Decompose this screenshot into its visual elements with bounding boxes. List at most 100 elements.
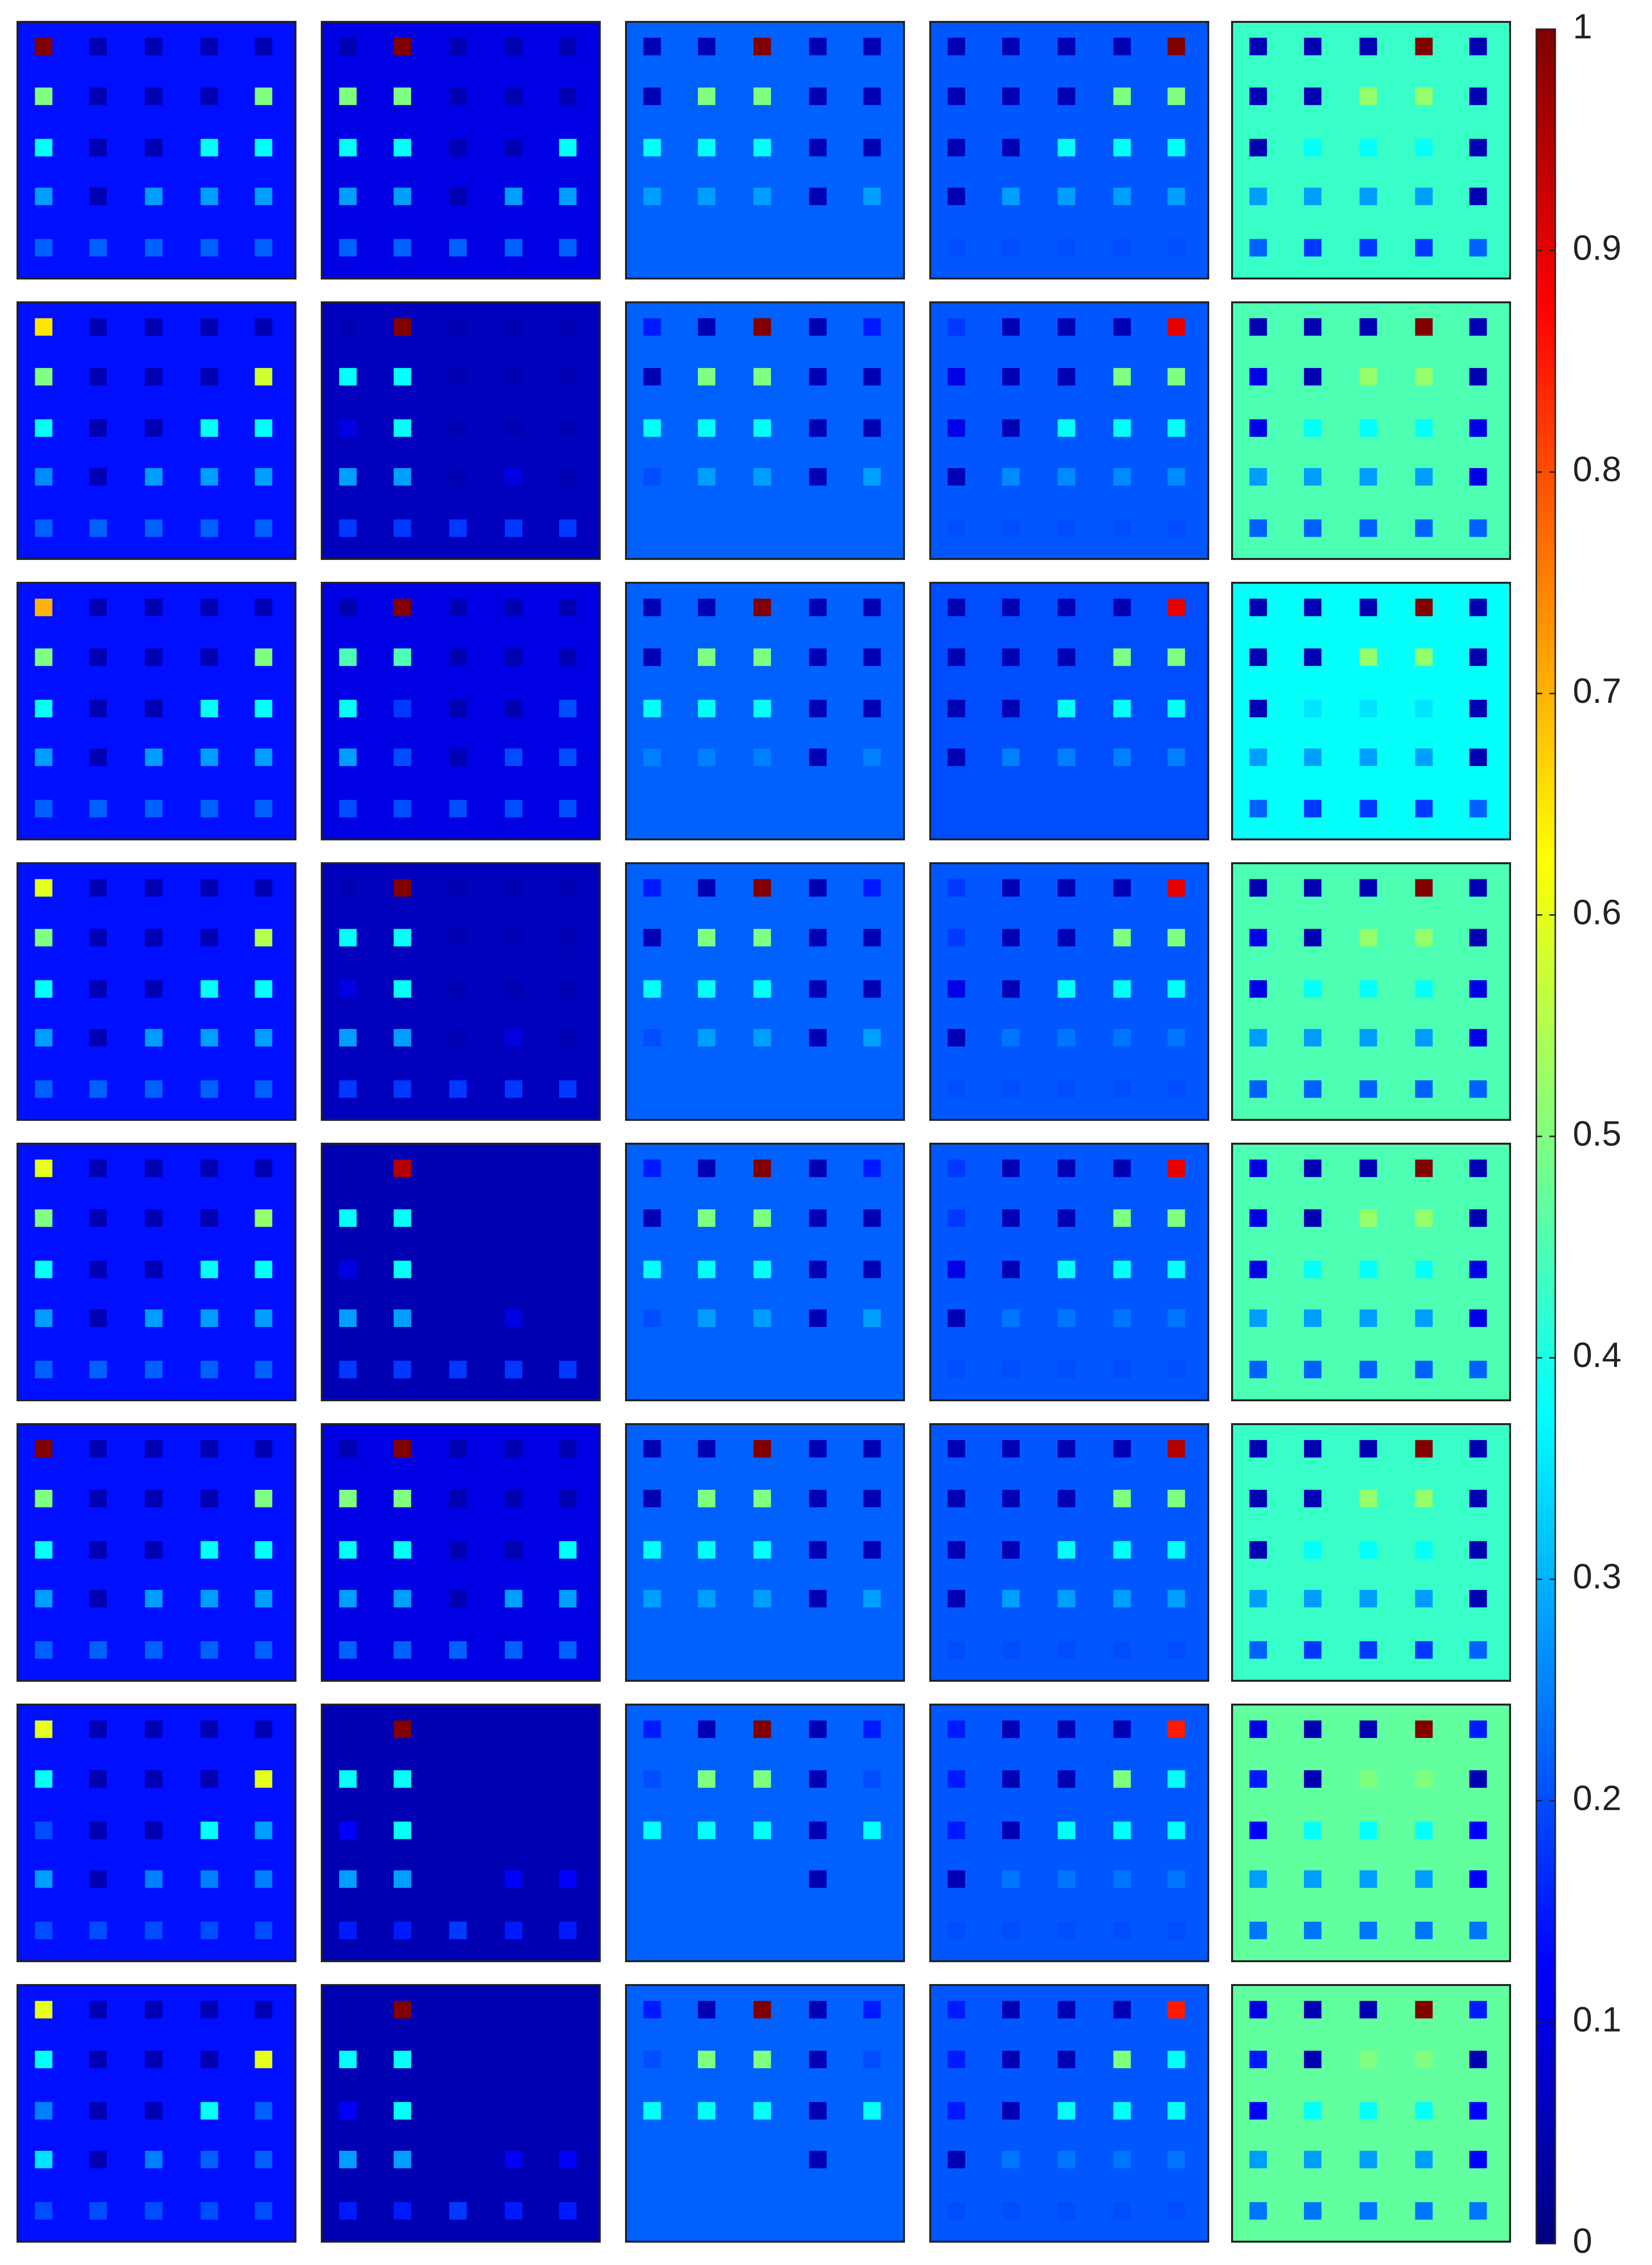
cell	[339, 519, 357, 537]
cell	[643, 468, 661, 486]
cell	[200, 519, 218, 537]
cell	[255, 188, 273, 206]
cell	[1359, 1360, 1377, 1378]
cell	[809, 2051, 827, 2069]
cell	[1113, 1720, 1131, 1738]
cell	[35, 1080, 52, 1098]
cell	[1359, 1159, 1377, 1177]
cell	[255, 37, 273, 55]
cell	[1304, 800, 1322, 818]
cell	[1249, 1641, 1267, 1659]
cell	[559, 699, 577, 717]
cell	[504, 139, 522, 157]
cell	[35, 1360, 52, 1378]
cell	[1058, 980, 1076, 998]
cell	[504, 1490, 522, 1508]
cell	[1304, 598, 1322, 616]
cell	[1359, 519, 1377, 537]
cell	[449, 800, 467, 818]
cell	[504, 239, 522, 257]
cell	[1415, 139, 1433, 157]
cell	[449, 519, 467, 537]
cell	[1415, 1590, 1433, 1608]
cell	[1304, 139, 1322, 157]
cell	[697, 800, 715, 818]
cell	[1415, 929, 1433, 947]
cell	[1469, 1641, 1487, 1659]
cell	[89, 648, 107, 666]
cell	[1058, 318, 1076, 336]
cell	[35, 749, 52, 767]
cell	[1304, 1921, 1322, 1939]
cell	[339, 318, 357, 336]
cell	[339, 419, 357, 437]
cell	[697, 1870, 715, 1888]
cell	[200, 468, 218, 486]
cell	[339, 1921, 357, 1939]
panel-border	[321, 1704, 601, 1962]
cell	[89, 368, 107, 386]
cell	[697, 1720, 715, 1738]
cell	[339, 2001, 357, 2019]
cell	[1058, 1029, 1076, 1047]
cell	[947, 1360, 965, 1378]
cell	[697, 699, 715, 717]
cell	[1002, 980, 1020, 998]
cell	[863, 1159, 881, 1177]
cell	[145, 2001, 163, 2019]
cell	[753, 1921, 771, 1939]
cell	[947, 800, 965, 818]
cell	[643, 1360, 661, 1378]
cell	[697, 1080, 715, 1098]
cell	[1469, 1590, 1487, 1608]
cell	[339, 1209, 357, 1227]
cell	[145, 1309, 163, 1327]
cell	[255, 1590, 273, 1608]
cell	[1113, 188, 1131, 206]
cell	[1249, 139, 1267, 157]
cell	[1167, 318, 1185, 336]
cell	[559, 1360, 577, 1378]
cell	[449, 980, 467, 998]
cell	[643, 1260, 661, 1278]
cell	[863, 648, 881, 666]
cell	[89, 1821, 107, 1839]
cell	[200, 980, 218, 998]
cell	[200, 2202, 218, 2220]
cell	[1359, 699, 1377, 717]
cell	[947, 1821, 965, 1839]
cell	[145, 87, 163, 105]
cell	[1304, 419, 1322, 437]
cell	[643, 1821, 661, 1839]
cell	[643, 2202, 661, 2220]
cell	[863, 468, 881, 486]
cell	[504, 87, 522, 105]
cell	[200, 1260, 218, 1278]
cell	[947, 648, 965, 666]
cell	[200, 368, 218, 386]
cell	[947, 1770, 965, 1788]
cell	[697, 1590, 715, 1608]
cell	[145, 1260, 163, 1278]
cell	[1359, 1029, 1377, 1047]
cell	[255, 239, 273, 257]
cell	[559, 2151, 577, 2169]
cell	[449, 1870, 467, 1888]
cell	[1304, 648, 1322, 666]
cell	[643, 519, 661, 537]
cell	[339, 1080, 357, 1098]
cell	[504, 1209, 522, 1227]
cell	[1002, 468, 1020, 486]
cell	[393, 1770, 411, 1788]
cell	[1058, 1209, 1076, 1227]
cell	[1469, 1821, 1487, 1839]
panel-border	[321, 1143, 601, 1401]
cell	[1113, 419, 1131, 437]
cell	[1002, 2151, 1020, 2169]
cell	[35, 648, 52, 666]
cell	[89, 699, 107, 717]
cell	[753, 1260, 771, 1278]
cell	[449, 1641, 467, 1659]
cell	[863, 879, 881, 897]
cell	[393, 1490, 411, 1508]
